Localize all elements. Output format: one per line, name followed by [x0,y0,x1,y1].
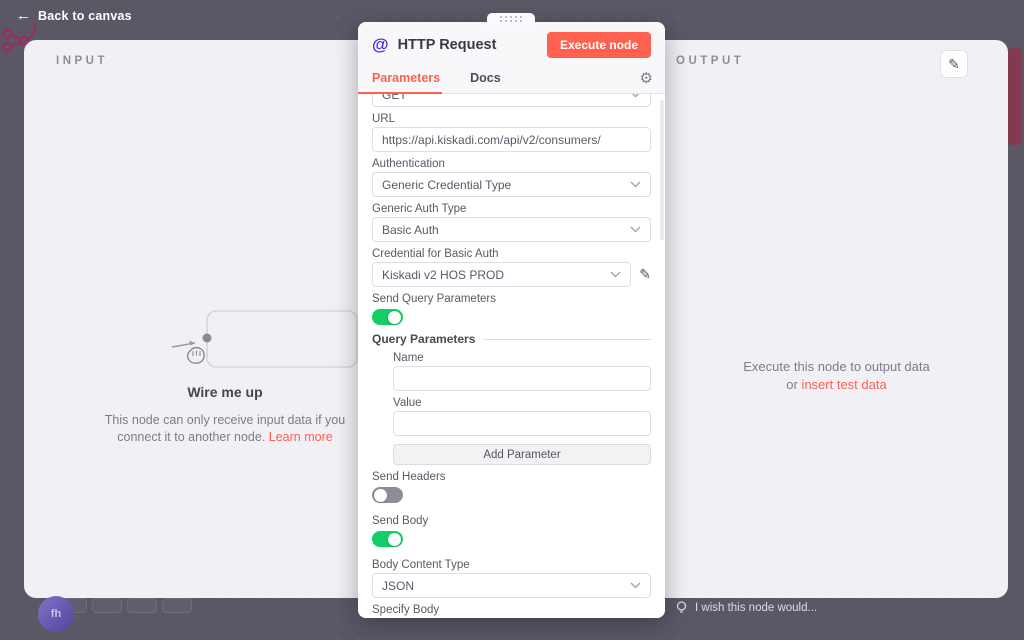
canvas-toolbar-ghost-button [162,598,192,613]
request-method-select[interactable]: GET [372,94,651,107]
credential-label: Credential for Basic Auth [372,248,499,260]
chevron-down-icon [610,271,621,278]
send-query-parameters-toggle[interactable] [372,309,403,325]
drag-dots-icon [500,16,522,22]
send-body-label: Send Body [372,515,429,527]
back-arrow-icon: ← [16,7,31,24]
send-query-parameters-label: Send Query Parameters [372,293,497,305]
chevron-down-icon [630,181,641,188]
send-headers-toggle[interactable] [372,487,403,503]
credential-select[interactable]: Kiskadi v2 HOS PROD [372,262,632,287]
send-headers-label: Send Headers [372,471,446,483]
modal-title: HTTP Request [397,37,497,53]
wire-me-up-illustration [171,310,358,368]
url-input[interactable] [372,127,651,152]
node-settings-gear-icon[interactable]: ⚙ [639,70,653,87]
query-parameters-section: Query Parameters [372,332,651,346]
authentication-select[interactable]: Generic Credential Type [372,172,651,197]
pencil-icon: ✎ [948,55,960,72]
chevron-down-icon [630,226,641,233]
execute-node-button[interactable]: Execute node [546,32,651,58]
chevron-down-icon [630,582,641,589]
modal-tabs: Parameters Docs ⚙ [358,64,665,94]
specify-body-label: Specify Body [372,604,440,616]
edit-output-button[interactable]: ✎ [940,50,968,78]
wire-me-up-description: This node can only receive input data if… [104,413,346,444]
canvas-toolbar-ghost-button [92,598,122,613]
parameter-name-input[interactable] [393,366,651,391]
modal-drag-handle[interactable] [487,13,535,25]
node-feedback-button[interactable]: I wish this node would... [676,601,817,615]
generic-auth-type-label: Generic Auth Type [372,203,467,215]
tab-parameters[interactable]: Parameters [372,71,441,85]
canvas-node-share-icon [1,23,37,53]
url-label: URL [372,113,396,125]
modal-header: @ HTTP Request Execute node [358,22,665,64]
generic-auth-type-select[interactable]: Basic Auth [372,217,651,242]
wire-me-up-title: Wire me up [187,384,263,400]
canvas-toolbar-ghost-button [127,598,157,613]
back-to-canvas-button[interactable]: ← Back to canvas [16,7,132,25]
body-content-type-select[interactable]: JSON [372,573,651,598]
learn-more-link[interactable]: Learn more [268,430,333,444]
send-body-toggle[interactable] [372,531,403,547]
http-request-node-icon: @ [372,35,389,54]
active-tab-underline [358,92,442,94]
node-details-modal: @ HTTP Request Execute node Parameters D… [358,22,665,618]
insert-test-data-link[interactable]: insert test data [801,377,887,392]
input-panel-title: INPUT [56,55,108,67]
user-avatar[interactable]: fh [38,596,74,632]
lightbulb-icon [676,601,687,613]
section-divider [483,338,651,340]
add-parameter-button[interactable]: Add Parameter [393,444,651,465]
body-content-type-label: Body Content Type [372,559,470,571]
output-empty-state: Execute this node to output data or inse… [743,359,930,392]
output-panel-title: OUTPUT [676,55,745,67]
parameter-value-input[interactable] [393,411,651,436]
authentication-label: Authentication [372,158,445,170]
back-to-canvas-label: Back to canvas [38,9,132,23]
tab-docs[interactable]: Docs [470,71,501,85]
query-parameters-section-label: Query Parameters [372,332,476,346]
canvas-node-fragment [1008,48,1021,145]
scrollbar-thumb[interactable] [660,100,664,240]
grab-hand-icon [186,346,205,364]
parameter-name-label: Name [393,352,424,364]
chevron-down-icon [632,94,639,98]
parameter-value-label: Value [393,397,422,409]
node-feedback-label: I wish this node would... [695,602,818,614]
edit-credential-pencil-icon[interactable]: ✎ [639,266,651,282]
parameters-scroll-area[interactable]: GET URL Authentication Generic Credentia… [358,94,665,618]
